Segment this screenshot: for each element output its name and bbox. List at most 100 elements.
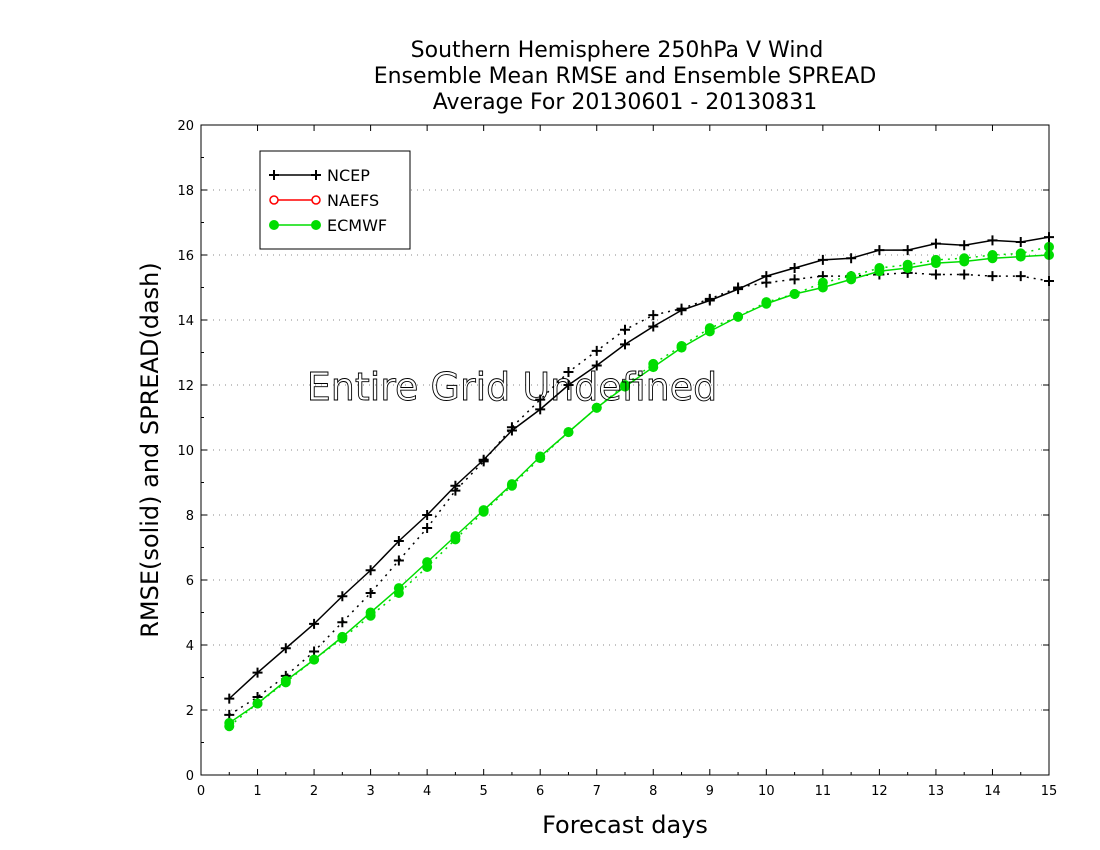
ncep-rmse-point [535,404,546,415]
ecmwf-rmse-point [874,266,885,277]
legend-swatch-marker [269,195,279,205]
chart-title: Southern Hemisphere 250hPa V Wind Ensemb… [374,38,877,115]
legend-entry-naefs: NAEFS [269,191,379,210]
legend-swatch-marker [311,195,321,205]
ecmwf-rmse-point [591,402,602,413]
ncep-rmse-point [676,305,687,316]
ncep-rmse-point [280,643,291,654]
ncep-rmse-point [817,254,828,265]
x-tick-label: 7 [593,784,601,799]
x-tick-label: 8 [649,784,657,799]
ncep-rmse-point [733,284,744,295]
ncep-rmse-point [620,339,630,350]
ecmwf-rmse-point [224,718,235,728]
ncep-rmse-point [874,245,885,256]
x-tick-label: 0 [197,784,205,799]
ecmwf-rmse-point [987,253,998,264]
x-tick-label: 2 [310,784,318,799]
ncep-spread-point [393,555,404,566]
x-tick-label: 3 [366,784,374,799]
series-ncep [224,232,1054,720]
title-line-3: Average For 20130601 - 20130831 [433,90,818,115]
ecmwf-rmse-point [422,557,433,568]
legend-entry-ncep: NCEP [269,166,370,185]
ncep-rmse-point [252,667,263,678]
ncep-rmse-point [704,295,715,306]
legend-entry-ecmwf: ECMWF [269,216,387,235]
plot-frame [200,124,1050,776]
x-tick-label: 14 [984,784,1001,799]
legend-swatch-marker [269,220,279,230]
ecmwf-rmse-line [228,254,1050,724]
ncep-rmse-point [591,360,602,371]
ncep-spread-point [789,274,800,285]
ncep-rmse-point [1015,237,1026,247]
ncep-rmse-point [393,536,404,546]
ecmwf-rmse-point [506,479,517,490]
ecmwf-rmse-point [280,675,291,686]
ncep-spread-point [365,588,376,598]
ncep-rmse-point [987,235,998,246]
ncep-rmse-point [309,618,320,629]
ecmwf-rmse-point [620,381,630,392]
legend-entries: NCEP NAEFS ECMWF [269,166,387,235]
x-tick-label: 15 [1041,784,1058,799]
y-tick-label: 12 [177,379,194,394]
y-tick-label: 14 [177,314,194,329]
ecmwf-rmse-point [563,427,574,438]
x-tick-label: 13 [928,784,945,799]
ncep-rmse-point [450,480,461,491]
y-axis-label: RMSE(solid) and SPREAD(dash) [136,262,164,638]
ecmwf-rmse-point [930,258,941,269]
ncep-spread-point [930,269,941,280]
ncep-rmse-point [337,591,348,602]
ncep-spread-point [620,324,630,335]
ncep-rmse-point [422,510,433,520]
legend-swatch-marker [269,170,279,180]
x-tick-label: 12 [871,784,888,799]
ncep-rmse-point [365,565,376,576]
series-ecmwf [224,241,1054,732]
y-tick-label: 16 [177,249,194,264]
legend-label-ecmwf: ECMWF [327,216,387,235]
x-tick-label: 1 [253,784,261,799]
ecmwf-rmse-point [733,311,744,322]
ncep-rmse-point [224,693,235,704]
y-tick-label: 10 [177,444,194,459]
ecmwf-rmse-point [789,289,800,299]
ecmwf-rmse-point [337,631,348,642]
ncep-spread-point [535,394,546,405]
ncep-rmse-point [789,263,800,273]
legend: NCEP NAEFS ECMWF [259,150,411,250]
x-tick-label: 6 [536,784,544,799]
legend-label-naefs: NAEFS [327,191,379,210]
ncep-spread-point [422,523,433,533]
ecmwf-rmse-point [959,256,970,267]
ncep-rmse-point [959,240,970,251]
ecmwf-rmse-point [704,326,715,337]
undefined-grid-annotation: Entire Grid Undefined [307,365,718,409]
ecmwf-rmse-point [846,274,857,285]
ncep-rmse-point [563,380,574,390]
ncep-rmse-point [648,321,659,332]
ecmwf-spread-line [228,246,1050,727]
ncep-spread-point [1015,271,1026,282]
ecmwf-rmse-point [393,583,404,594]
y-tick-label: 6 [186,574,194,589]
y-tick-label: 20 [177,119,194,134]
ecmwf-rmse-point [902,263,913,273]
ncep-rmse-line [228,236,1050,700]
y-tick-label: 2 [186,704,194,719]
x-tick-label: 5 [480,784,488,799]
ecmwf-rmse-point [309,654,320,665]
legend-swatch-marker [311,170,321,180]
grid-lines [201,189,1049,711]
ncep-spread-point [591,345,602,356]
ncep-spread-line [228,272,1050,716]
ncep-rmse-point [902,245,913,256]
x-tick-label: 10 [758,784,775,799]
title-line-2: Ensemble Mean RMSE and Ensemble SPREAD [374,64,877,89]
y-tick-label: 8 [186,509,194,524]
ecmwf-rmse-point [535,451,546,462]
